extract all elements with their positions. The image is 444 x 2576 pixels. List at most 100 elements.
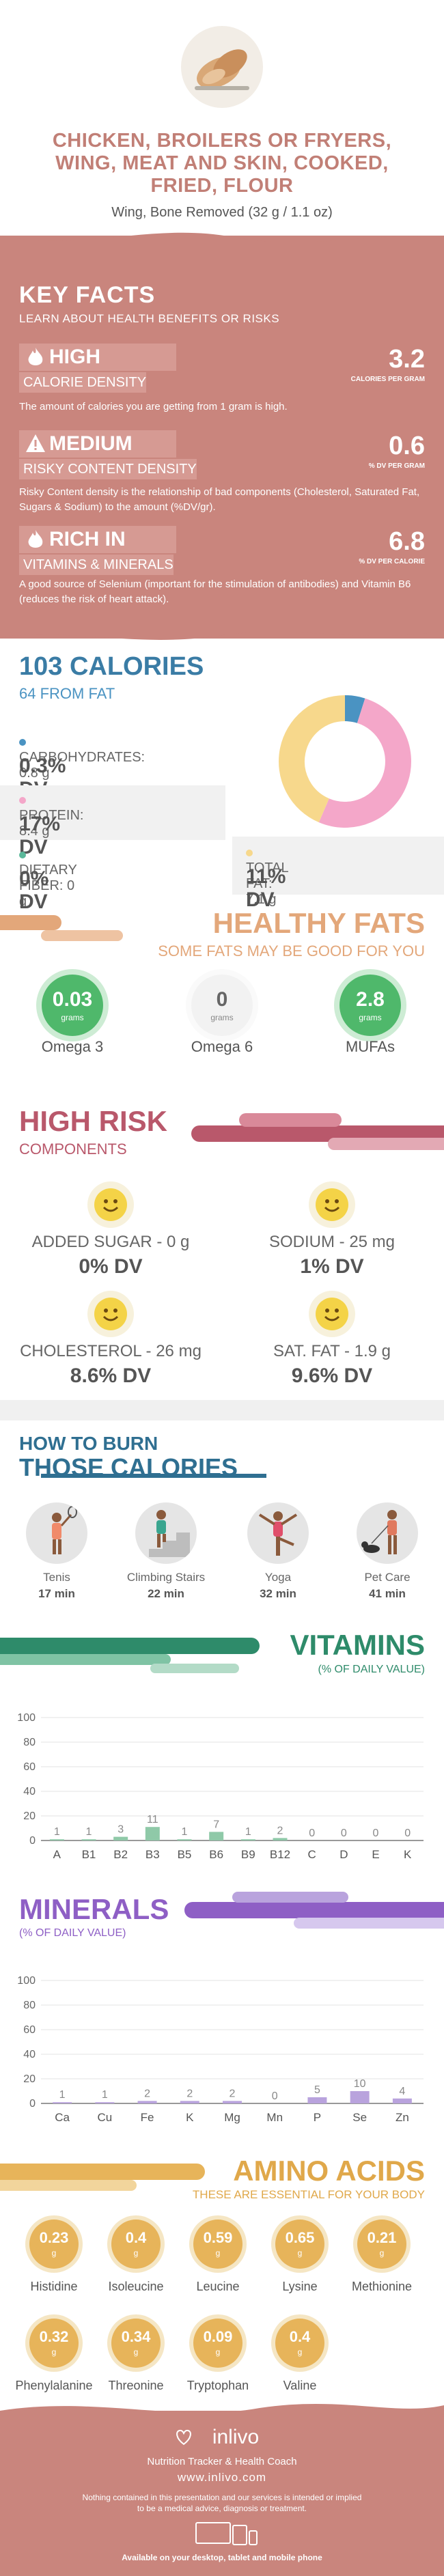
bar [95, 2102, 115, 2103]
burn-heading: HOW TO BURN [19, 1433, 158, 1454]
nutrient-label: TOTAL FAT: 7.1 g [246, 860, 288, 907]
amino-unit: g [297, 2248, 303, 2258]
bar-value-label: 2 [230, 2088, 236, 2099]
amino-badge: 0.32 g [29, 2319, 79, 2368]
amino-badge: 0.59 g [193, 2220, 242, 2269]
amino-badge: 0.4 g [275, 2319, 324, 2368]
bar-value-label: 0 [341, 1828, 347, 1839]
x-tick-label: B9 [241, 1848, 255, 1861]
amino-name: Methionine [351, 2280, 413, 2293]
flame-icon [25, 346, 46, 368]
bar-value-label: 4 [399, 2086, 405, 2097]
amino-unit: g [133, 2248, 139, 2258]
key-facts-subheading: LEARN ABOUT HEALTH BENEFITS OR RISKS [19, 312, 280, 325]
section-wave [0, 618, 444, 640]
activity-minutes: 41 min [369, 1587, 406, 1600]
risk-dv: 1% DV [300, 1255, 364, 1278]
fat-name: MUFAs [345, 1038, 396, 1055]
calories-heading: 103 CALORIES [19, 652, 204, 681]
amino-value: 0.09 [203, 2328, 233, 2345]
bar-value-label: 1 [59, 2089, 66, 2101]
section-wave [0, 2404, 444, 2423]
smiley-icon [94, 1188, 127, 1221]
x-tick-label: B2 [113, 1848, 128, 1861]
minerals-bar-chart: 0 20 40 60 80 100 1 Ca 1 Cu 2 Fe 2 K 2 Mg 0 Mn 5 P 10 Se 4 Zn [17, 1975, 424, 2124]
amino-badge: 0.21 g [357, 2220, 406, 2269]
bar-value-label: 11 [147, 1814, 158, 1825]
x-tick-label: K [404, 1848, 412, 1861]
y-tick-label: 40 [23, 2049, 36, 2060]
fact-category: RISKY CONTENT DENSITY [19, 459, 197, 479]
x-tick-label: K [186, 2111, 194, 2124]
bar [113, 1836, 128, 1840]
x-tick-label: C [308, 1848, 316, 1861]
x-tick-label: Cu [97, 2111, 112, 2124]
bar [209, 1832, 224, 1840]
fat-value: 0.03 [52, 988, 93, 1011]
amino-value: 0.4 [289, 2328, 311, 2345]
decor-bar [0, 2164, 205, 2180]
amino-unit: g [215, 2347, 221, 2357]
bar-value-label: 7 [213, 1819, 219, 1830]
bar-value-label: 0 [272, 2090, 278, 2102]
fact-level-badge: RICH IN [19, 526, 176, 553]
devices-icon [181, 2521, 263, 2546]
bar-value-label: 2 [277, 1825, 283, 1836]
amino-unit: g [297, 2347, 303, 2357]
high-risk-heading: HIGH RISK [19, 1105, 168, 1137]
amino-value: 0.23 [39, 2229, 69, 2246]
disclaimer: to be a medical advice, diagnosis or tre… [137, 2504, 307, 2513]
yoga-pose-icon [247, 1502, 309, 1564]
key-facts-section: KEY FACTS LEARN ABOUT HEALTH BENEFITS OR… [0, 232, 444, 640]
tennis-player-icon [26, 1502, 87, 1564]
amino-badge: 0.23 g [29, 2220, 79, 2269]
risk-dv: 8.6% DV [70, 1364, 152, 1387]
decor-bar [232, 1892, 348, 1903]
bar [392, 2098, 412, 2103]
x-tick-label: Ca [55, 2111, 70, 2124]
fat-unit: grams [359, 1013, 382, 1022]
fact-category: VITAMINS & MINERALS [19, 555, 174, 575]
fat-unit: grams [210, 1013, 234, 1022]
dog-walker-icon [357, 1502, 418, 1564]
x-tick-label: Mn [266, 2111, 283, 2124]
bar [81, 1839, 96, 1840]
fact-level-badge: HIGH [19, 344, 176, 371]
amino-unit: g [133, 2347, 139, 2357]
activity-name: Pet Care [364, 1571, 411, 1584]
x-tick-label: A [53, 1848, 61, 1861]
amino-unit: g [51, 2248, 57, 2258]
y-tick-label: 80 [23, 2000, 36, 2011]
risk-label: CHOLESTEROL - 26 mg [20, 1342, 202, 1360]
section-divider [0, 1400, 444, 1420]
bar [240, 1839, 255, 1840]
amino-name: Phenylalanine [15, 2379, 93, 2392]
x-tick-label: B5 [178, 1848, 192, 1861]
title-line: WING, MEAT AND SKIN, COOKED, [55, 152, 389, 174]
nutrient-dv: 11% DV [246, 865, 286, 911]
amino-sub: THESE ARE ESSENTIAL FOR YOUR BODY [192, 2188, 425, 2201]
risk-label: ADDED SUGAR - 0 g [31, 1233, 190, 1251]
amino-badge: 0.4 g [111, 2220, 161, 2269]
nutrient-label: DIETARY FIBER: 0 g [19, 863, 77, 909]
nutrient-label: CARBOHYDRATES: 0.8 g [19, 750, 145, 781]
decor-bar [150, 1664, 239, 1673]
decor-bar [294, 1918, 444, 1929]
carbs-color-dot [19, 738, 26, 746]
nutrient-dv: 0% DV [19, 867, 49, 913]
macro-donut-chart [279, 695, 411, 828]
bar [53, 2102, 72, 2103]
bar [350, 2091, 370, 2103]
page-title: CHICKEN, BROILERS OR FRYERS, WING, MEAT … [27, 130, 417, 197]
risk-label: SAT. FAT - 1.9 g [273, 1342, 391, 1360]
brand-logo: inlivo [212, 2426, 260, 2448]
vitamins-bar-chart: 0 20 40 60 80 100 1 A 1 B1 3 B2 11 B3 1 B5 7 B6 1 B9 2 B12 0 C 0… [17, 1712, 424, 1861]
bar [273, 1838, 288, 1840]
website-link[interactable]: www.inlivo.com [177, 2471, 267, 2484]
fat-color-dot [246, 849, 253, 856]
fact-unit: % DV PER GRAM [368, 462, 425, 470]
bar-value-label: 10 [354, 2078, 366, 2090]
y-tick-label: 20 [23, 1810, 36, 1822]
decor-bar [0, 1638, 260, 1654]
omega6-badge: 0 grams [191, 975, 253, 1036]
